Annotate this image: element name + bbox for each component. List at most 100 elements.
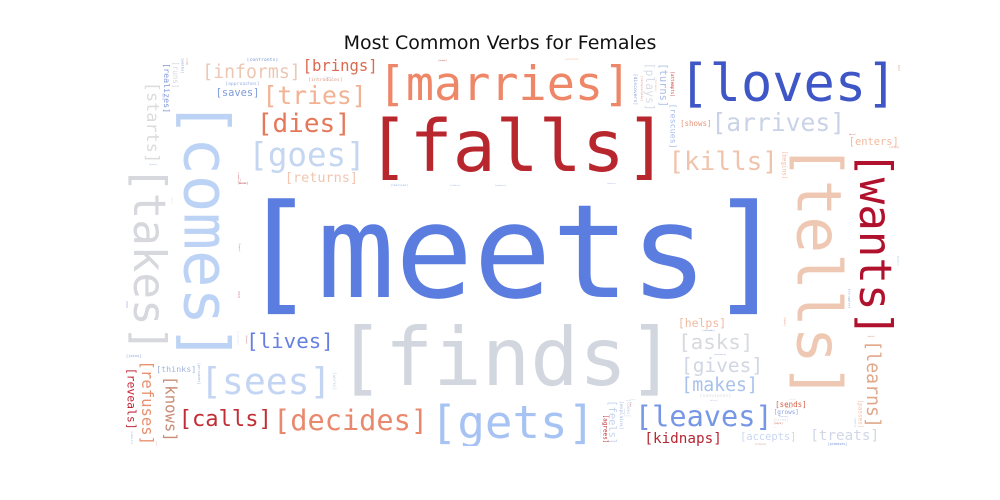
word-cloud-word: [refuses] — [138, 360, 157, 446]
word-cloud-word: [approaches] — [225, 81, 260, 87]
word-cloud-word: [suggests] — [598, 426, 601, 439]
word-cloud-word: [knows] — [161, 375, 180, 442]
word-cloud-word: [succumbs] — [702, 329, 715, 332]
word-cloud-word: [delivers] — [709, 401, 718, 403]
word-cloud-word: [misses] — [848, 135, 856, 137]
word-cloud-word: [works] — [331, 371, 337, 390]
word-cloud-word: [accepts] — [740, 430, 797, 443]
word-cloud-word: [gives] — [680, 354, 764, 378]
word-cloud-word: [uses] — [772, 428, 777, 430]
word-cloud-word: [kills] — [668, 147, 778, 178]
word-cloud-word: [saves] — [215, 87, 260, 100]
word-cloud-word: [promises] — [827, 441, 848, 446]
word-cloud-word: [joins] — [125, 353, 142, 358]
chart-title: Most Common Verbs for Females — [343, 32, 657, 54]
word-cloud-word: [stops] — [888, 146, 900, 150]
word-cloud-word: [sees] — [200, 360, 332, 404]
word-cloud-word: [manages] — [785, 408, 793, 410]
word-cloud-word: [shoots] — [564, 58, 579, 62]
word-cloud-word: [informs] — [202, 62, 301, 84]
word-cloud-word: [stays] — [628, 399, 636, 402]
word-cloud-word: [attempts] — [668, 71, 674, 97]
word-cloud-word: [moves] — [237, 181, 249, 185]
word-cloud-word: [treats] — [810, 427, 880, 444]
word-cloud-word: [molests] — [867, 336, 876, 338]
word-cloud-word: [rescues] — [668, 103, 679, 149]
word-cloud-word: [reciprocates] — [639, 75, 644, 101]
word-cloud-word: [follows] — [788, 400, 797, 402]
word-cloud-word: [keeps] — [148, 163, 158, 166]
word-cloud-word: [does] — [782, 316, 786, 326]
word-cloud-word: [hires] — [772, 417, 789, 422]
word-cloud-word: [loses] — [897, 64, 899, 71]
word-cloud-word: [comes] — [169, 99, 243, 363]
word-cloud-word: [calls] — [178, 405, 272, 432]
word-cloud-word: [witnesses] — [606, 183, 616, 185]
word-cloud-word: [goes] — [248, 135, 366, 174]
word-cloud-word: [decides] — [273, 403, 429, 438]
word-cloud-word: [offers] — [450, 184, 460, 187]
word-cloud-word: [spots] — [853, 417, 857, 428]
word-cloud-word: [finds] — [336, 311, 676, 406]
word-cloud-word: [marries] — [377, 58, 632, 113]
word-cloud-word: [convinces] — [699, 394, 732, 400]
word-cloud-word: [asks] — [678, 330, 754, 355]
word-cloud-word: [tells] — [781, 142, 853, 401]
word-cloud-word: [chooses] — [237, 291, 239, 299]
word-cloud-word: [brings] — [302, 58, 378, 75]
word-cloud-word: [lets] — [629, 402, 631, 408]
word-cloud-word: [runs] — [171, 61, 181, 89]
word-cloud-word: [realizes] — [161, 62, 172, 113]
word-cloud-word: [lives] — [246, 329, 334, 354]
word-cloud-word: [likes] — [324, 76, 333, 79]
word-cloud-word: [confronts] — [246, 58, 279, 63]
word-cloud-word: [notices] — [495, 184, 507, 187]
word-cloud-word: [burns] — [155, 441, 157, 446]
word-cloud-word: [leads] — [185, 58, 188, 66]
word-cloud-word: [slaps] — [654, 79, 659, 92]
word-cloud-word: [visits] — [236, 171, 239, 182]
word-cloud-word: [gets] — [429, 395, 596, 446]
word-cloud-word: [walks] — [180, 58, 185, 74]
word-cloud-word: [starts] — [143, 81, 164, 164]
word-cloud-word: [commits] — [130, 430, 134, 445]
word-cloud-word: [plays] — [642, 62, 657, 112]
word-cloud-word: [reveals] — [125, 368, 140, 431]
word-cloud-word: [meets] — [238, 176, 787, 328]
word-cloud-word: [says] — [773, 422, 783, 426]
word-cloud-word: [arrives] — [711, 107, 846, 137]
word-cloud-word: [falls] — [366, 105, 668, 189]
word-cloud-word: [encounters] — [896, 255, 898, 266]
word-cloud-word: [helps] — [677, 315, 727, 330]
word-cloud-word: [passes] — [856, 399, 864, 429]
word-cloud-word: [forces] — [778, 415, 789, 418]
word-cloud-word: [thinks] — [156, 364, 197, 375]
word-cloud-word: [travels] — [754, 443, 767, 446]
word-cloud-word: [dies] — [256, 108, 351, 139]
word-cloud-word: [takes] — [125, 165, 175, 353]
word-cloud-word: [returns] — [284, 170, 359, 187]
word-cloud-word: [tries] — [262, 80, 367, 110]
word-cloud-word: [sends] — [775, 400, 807, 410]
word-cloud-word: [learns] — [861, 340, 883, 428]
word-cloud-word: [leaves] — [634, 399, 773, 434]
word-cloud-word: [struggles] — [847, 288, 852, 309]
word-cloud-word: [agrees] — [600, 414, 608, 444]
word-cloud-word: [shows] — [680, 118, 712, 128]
word-cloud-word: [introduces] — [308, 77, 343, 83]
word-cloud-word: [grows] — [773, 408, 799, 416]
word-cloud-word: [turns] — [657, 63, 670, 107]
word-cloud-word: [needs] — [438, 59, 447, 62]
word-cloud-word: [makes] — [681, 375, 758, 397]
word-cloud-word: [enters] — [848, 135, 899, 148]
word-cloud-area: [meets] [finds] [falls] [comes] [tells] [marr… — [125, 58, 900, 446]
word-cloud-word: [realises] — [390, 182, 409, 187]
word-cloud-word: [loves] — [678, 58, 898, 115]
word-cloud-word: [Synopsis] — [237, 243, 239, 253]
word-cloud-word: [narrates] — [714, 353, 727, 356]
word-cloud-word: [wants] — [849, 150, 900, 337]
word-cloud-word: [feels] — [606, 400, 619, 445]
word-cloud-word: [begs] — [239, 178, 241, 183]
word-cloud-word: [kidnaps] — [644, 430, 722, 446]
